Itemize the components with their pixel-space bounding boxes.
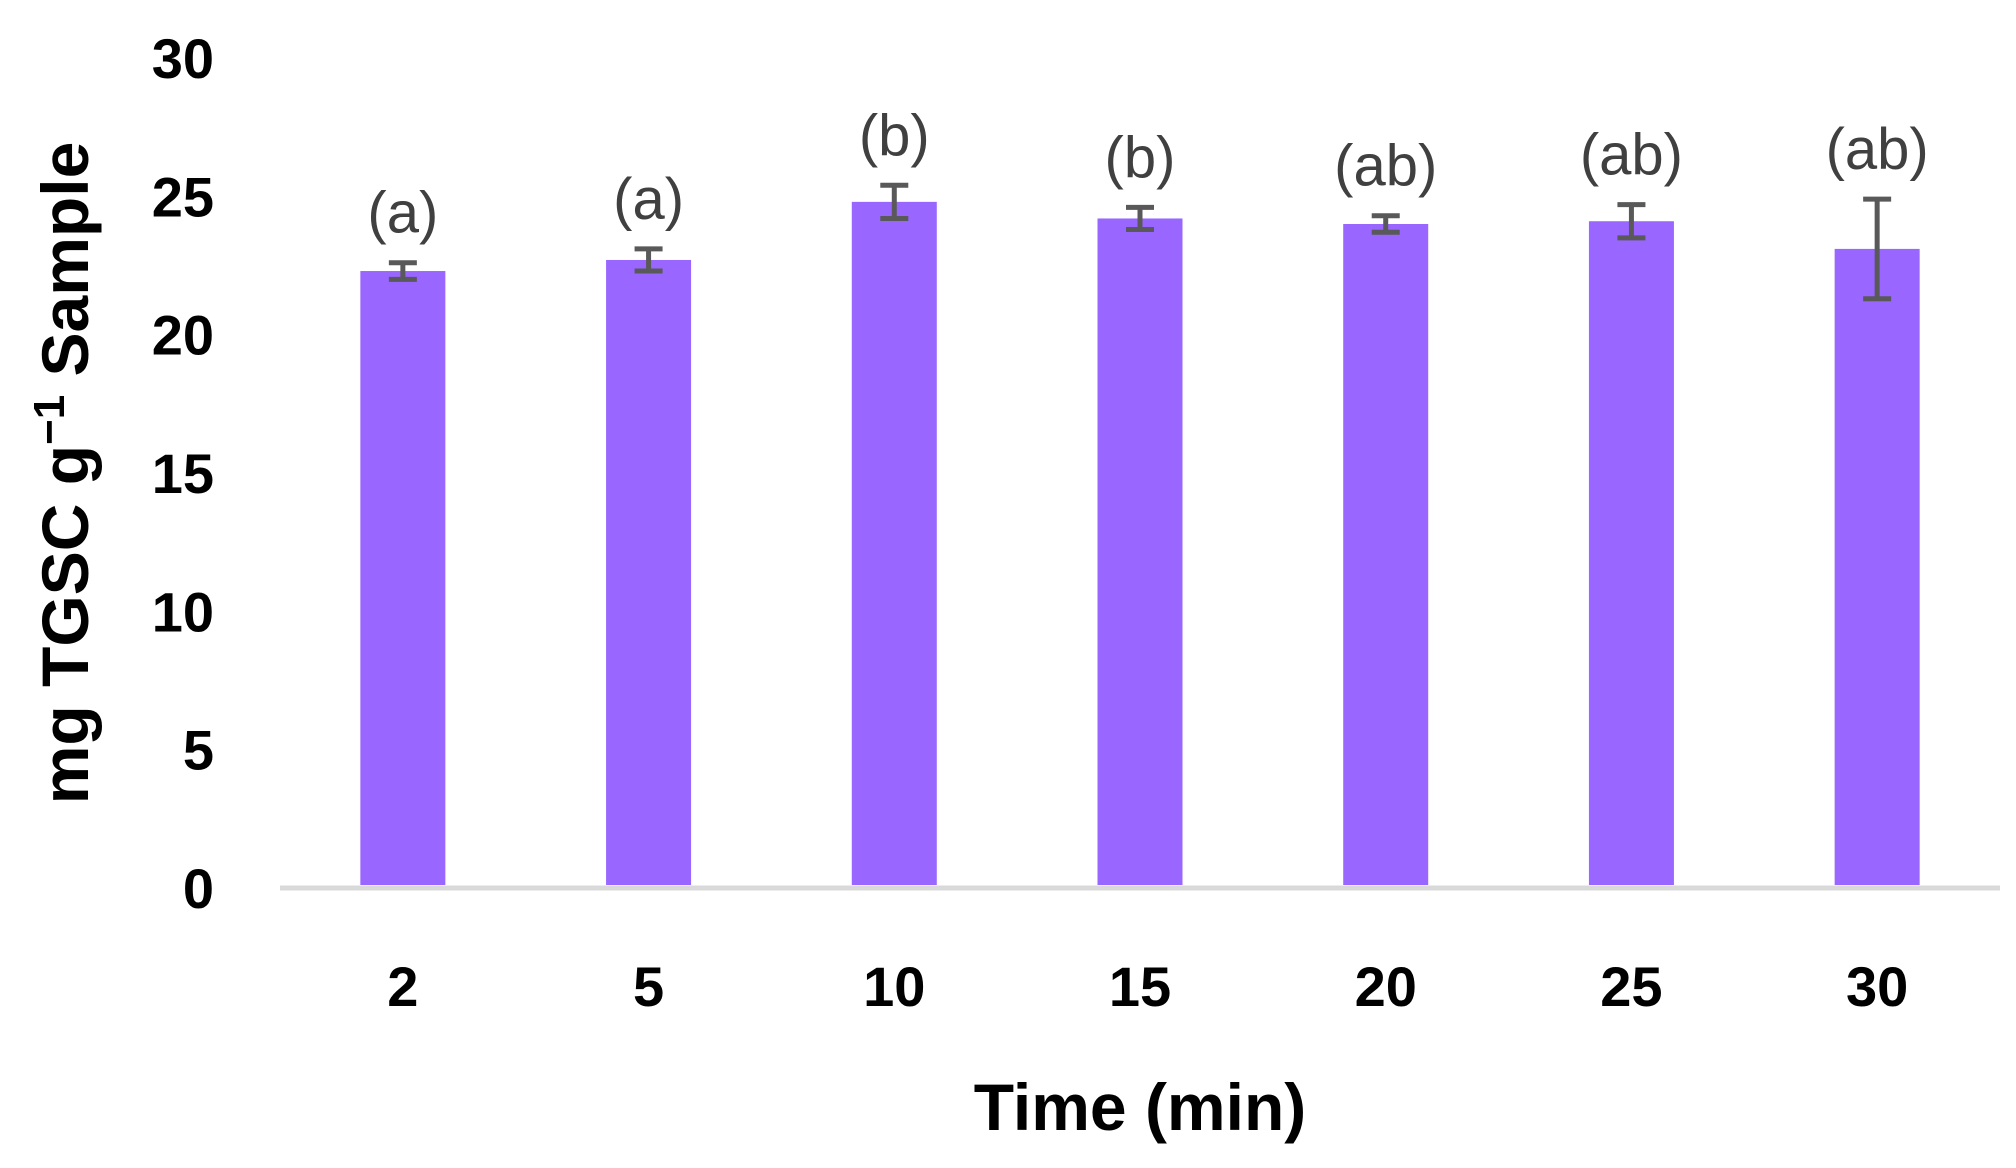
y-axis-ticks: 0 5 10 15 20 25 30 (152, 27, 214, 920)
significance-labels-group: (a) (a) (b) (b) (ab) (ab) (ab) (367, 103, 1928, 245)
y-tick-label: 20 (152, 304, 214, 367)
x-tick-label: 5 (633, 955, 664, 1018)
x-tick-label: 25 (1600, 955, 1662, 1018)
bar (1097, 218, 1183, 885)
y-tick-label: 0 (183, 857, 214, 920)
error-bars-group (388, 182, 1892, 302)
y-tick-label: 30 (152, 27, 214, 90)
bar (1834, 248, 1920, 885)
y-axis-title-main: mg TGSC g (28, 445, 102, 804)
y-tick-label: 5 (183, 719, 214, 782)
x-tick-label: 20 (1355, 955, 1417, 1018)
x-axis-title: Time (min) (974, 1070, 1306, 1144)
y-tick-label: 10 (152, 580, 214, 643)
bar (1588, 221, 1674, 885)
y-axis-title: mg TGSC g−1 Sample (25, 142, 102, 805)
significance-label: (ab) (1334, 134, 1437, 199)
significance-label: (ab) (1826, 117, 1929, 182)
bars-group (360, 201, 1920, 885)
x-axis-ticks: 2 5 10 15 20 25 30 (387, 955, 1908, 1018)
bar (1343, 224, 1429, 885)
significance-label: (a) (613, 167, 684, 232)
x-tick-label: 15 (1109, 955, 1171, 1018)
bar (360, 271, 446, 885)
y-tick-label: 25 (152, 165, 214, 228)
x-tick-label: 30 (1846, 955, 1908, 1018)
significance-label: (b) (1105, 125, 1176, 190)
significance-label: (b) (859, 103, 930, 168)
y-axis-title-suffix: Sample (28, 142, 102, 395)
x-tick-label: 10 (863, 955, 925, 1018)
significance-label: (a) (367, 181, 438, 246)
bar (851, 201, 937, 885)
y-tick-label: 15 (152, 442, 214, 505)
significance-label: (ab) (1580, 123, 1683, 188)
y-axis-title-superscript: −1 (25, 395, 74, 445)
x-tick-label: 2 (387, 955, 418, 1018)
bar (606, 259, 692, 885)
